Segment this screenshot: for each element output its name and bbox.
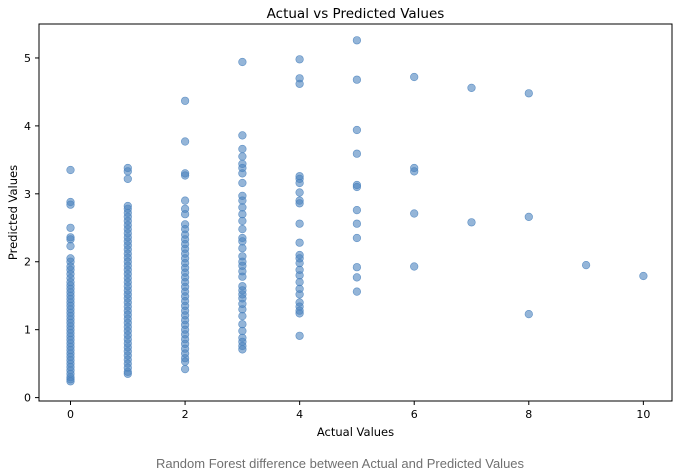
data-point: [352, 263, 362, 272]
data-point: [410, 262, 419, 271]
data-point: [181, 171, 190, 180]
data-point: [352, 206, 362, 215]
data-point: [352, 36, 362, 45]
x-tick-label: 8: [525, 408, 532, 421]
data-point: [410, 72, 419, 82]
data-point: [295, 178, 304, 188]
data-point: [181, 357, 190, 366]
data-point: [238, 169, 247, 178]
data-point: [238, 312, 247, 321]
data-point: [238, 345, 247, 354]
y-tick-label: 3: [24, 188, 31, 201]
x-tick-label: 2: [182, 408, 189, 421]
data-point: [352, 125, 362, 135]
data-point: [295, 271, 304, 280]
data-point: [295, 219, 304, 228]
data-point: [238, 272, 247, 281]
y-tick-label: 4: [24, 120, 31, 133]
y-tick-label: 2: [24, 256, 31, 269]
data-point: [295, 259, 304, 268]
y-tick-label: 0: [24, 392, 31, 405]
data-point: [352, 182, 362, 192]
data-point: [238, 196, 247, 205]
y-axis-label: Predicted Values: [6, 165, 20, 260]
data-point: [66, 223, 75, 232]
data-point: [352, 219, 362, 228]
data-point: [66, 235, 75, 244]
x-axis-ticks: 0 2 4 6 8 10: [67, 401, 650, 421]
x-tick-label: 4: [296, 408, 303, 421]
x-tick-label: 0: [67, 408, 74, 421]
y-axis-ticks: 0 1 2 3 4 5: [24, 52, 39, 405]
data-points: [66, 36, 648, 386]
data-point: [66, 165, 75, 175]
data-point: [238, 57, 247, 67]
data-point: [295, 278, 304, 287]
data-point: [524, 212, 533, 221]
data-point: [238, 178, 247, 188]
data-point: [524, 89, 533, 98]
data-point: [295, 188, 304, 197]
data-point: [352, 233, 362, 243]
data-point: [238, 216, 247, 226]
data-point: [238, 131, 247, 140]
chart-caption: Random Forest difference between Actual …: [155, 456, 525, 471]
data-point: [238, 326, 247, 336]
data-point: [181, 210, 190, 219]
data-point: [123, 167, 132, 176]
data-point: [467, 83, 476, 92]
data-point: [295, 79, 304, 88]
data-point: [295, 331, 304, 340]
data-point: [467, 218, 476, 227]
data-point: [410, 209, 419, 218]
x-tick-label: 10: [636, 408, 650, 421]
data-point: [238, 225, 247, 234]
data-point: [295, 290, 304, 299]
data-point: [123, 174, 132, 183]
data-point: [66, 200, 75, 209]
data-point: [238, 152, 247, 161]
data-point: [238, 144, 247, 154]
data-point: [123, 369, 132, 378]
chart-title: Actual vs Predicted Values: [267, 6, 445, 22]
data-point: [181, 137, 190, 146]
data-point: [238, 203, 247, 212]
data-point: [410, 167, 419, 176]
data-point: [238, 320, 247, 329]
data-point: [295, 55, 304, 64]
data-point: [66, 377, 75, 386]
plot-frame: [38, 23, 673, 402]
data-point: [295, 199, 304, 208]
data-point: [639, 271, 648, 281]
data-point: [352, 75, 362, 84]
data-point: [181, 196, 190, 205]
data-point: [66, 242, 75, 251]
data-point: [352, 149, 362, 158]
data-point: [295, 238, 304, 247]
data-point: [238, 210, 247, 219]
scatter-chart: Actual vs Predicted Values 0 2 4 6 8 10 0 1 2 3 4…: [6, 6, 673, 439]
y-tick-label: 5: [24, 52, 31, 65]
data-point: [524, 310, 533, 319]
data-point: [181, 365, 190, 374]
data-point: [352, 287, 362, 296]
data-point: [238, 237, 247, 246]
x-tick-label: 6: [411, 408, 418, 421]
data-point: [238, 305, 247, 314]
data-point: [581, 261, 591, 270]
data-point: [181, 96, 190, 105]
x-axis-label: Actual Values: [317, 425, 394, 439]
data-point: [352, 273, 362, 282]
data-point: [238, 244, 247, 253]
y-tick-label: 1: [24, 324, 31, 337]
data-point: [295, 309, 304, 318]
